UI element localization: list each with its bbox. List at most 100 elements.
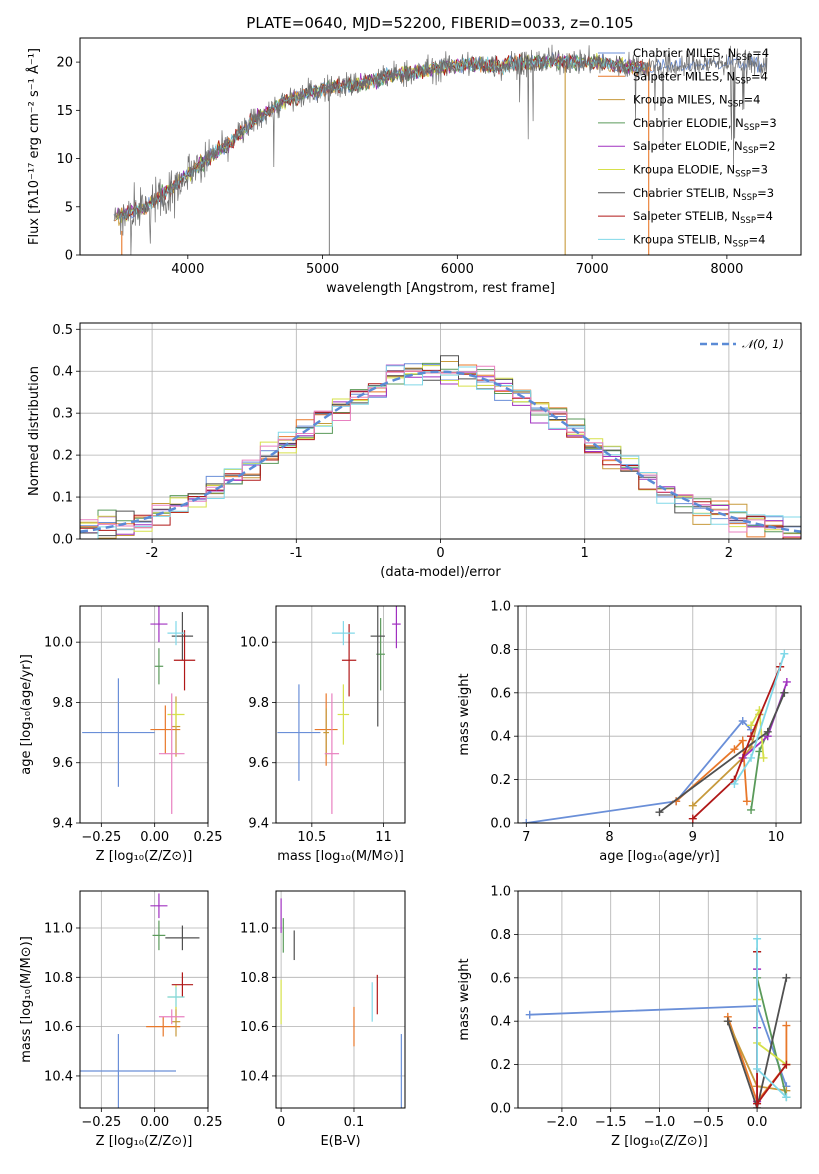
y-tick-label: 0.2 [490,1058,511,1073]
y-tick-label: 9.8 [248,696,269,711]
series-point [780,688,789,697]
x-tick-label: 11 [375,830,392,845]
x-tick-label: -2 [146,546,159,561]
y-tick-label: 10.4 [44,1069,73,1084]
series-line [692,666,782,820]
series-point [747,805,756,814]
y-tick-label: 1.0 [490,885,511,900]
axes-frame [275,605,406,824]
axes-frame [517,890,802,1109]
series-point [763,727,772,736]
massweight_vs_age-plot-area [522,649,791,823]
x-tick-label: 0.00 [140,830,169,845]
y-tick-label: 0.2 [490,773,511,788]
mass_vs_ebv-plot-area [280,898,402,1108]
x-axis-label: Z [log₁₀(Z/Z⊙)] [96,849,193,864]
series-line [526,719,752,823]
series-point [723,1017,732,1026]
y-tick-label: 9.4 [248,817,269,832]
x-tick-label: 8000 [710,262,743,277]
legend-label-part: =4 [751,69,768,83]
series-line [726,977,788,1108]
x-axis-label: E(B-V) [320,1134,360,1149]
x-tick-label: 9 [689,830,697,845]
age_vs_Z-panel: −0.25 0.00 0.25 9.4 9.6 9.8 10.0 Z [log₁₀(Z/Z⊙)… [19,605,223,864]
y-axis-label: mass [log₁₀(M/M⊙)] [19,936,34,1063]
legend-label-part: Salpeter ELODIE, N [633,139,743,153]
legend-label-part: =3 [751,163,768,177]
y-tick-label: 10.6 [240,1020,269,1035]
y-tick-label: 0.6 [490,971,511,986]
y-tick-label: 0.6 [490,686,511,701]
legend-label: Chabrier MILES, NSSP=4 [633,46,769,63]
series-point [742,797,751,806]
series-point [525,1010,534,1019]
x-axis-label: age [log₁₀(age/yr)] [599,849,720,864]
y-tick-label: 0.3 [52,407,73,422]
series-point [747,732,756,741]
y-tick-label: 10 [56,152,73,167]
y-axis-label: Flux [fλ10⁻¹⁷ erg cm⁻² s⁻¹ Å⁻¹] [26,48,42,245]
y-tick-label: 0.0 [52,533,73,548]
x-tick-label: 0.0 [747,1115,768,1130]
x-tick-label: 6000 [441,262,474,277]
x-axis-label: mass [log₁₀(M/M⊙)] [277,849,404,864]
series-point [522,819,531,823]
legend-label-sub: SSP [736,53,752,63]
legend-label: Salpeter ELODIE, NSSP=2 [633,139,776,156]
y-tick-label: 9.4 [52,817,73,832]
y-tick-label: 0.4 [490,730,511,745]
y-tick-label: 9.6 [52,756,73,771]
y-tick-label: 9.8 [52,696,73,711]
legend-label-part: Kroupa ELODIE, N [633,163,735,177]
y-tick-label: 15 [56,104,73,119]
series-point [738,717,747,726]
y-tick-label: 10.4 [240,1069,269,1084]
x-tick-label: −0.5 [693,1115,725,1130]
y-tick-label: 10.0 [44,636,73,651]
series-point [753,1099,762,1108]
x-tick-label: 0.25 [194,830,223,845]
y-tick-label: 20 [56,56,73,71]
mass_vs_Z-plot-area [80,893,200,1108]
legend-label-part: =4 [743,93,760,107]
axes-frame [79,322,802,540]
y-tick-label: 5 [65,200,73,215]
legend-label-part: =2 [759,139,776,153]
y-tick-label: 10.8 [44,971,73,986]
legend-label: Salpeter MILES, NSSP=4 [633,69,768,86]
x-tick-label: −0.25 [81,1115,121,1130]
legend-label: 𝒩(0, 1) [742,337,784,351]
legend-label-sub: SSP [735,170,751,180]
legend-label-sub: SSP [728,100,744,110]
y-axis-label: mass weight [457,958,472,1040]
y-tick-label: 0.8 [490,928,511,943]
x-axis-label: wavelength [Angstrom, rest frame] [326,281,555,296]
y-axis-label: mass weight [457,673,472,755]
series-point [782,1021,791,1030]
age_vs_Z-plot-area [82,606,196,814]
series-point [747,721,756,730]
legend-label: Kroupa MILES, NSSP=4 [633,93,760,110]
x-axis-label: Z [log₁₀(Z/Z⊙)] [611,1134,708,1149]
x-tick-label: 8 [605,830,613,845]
series-point [655,808,664,817]
y-axis-label: age [log₁₀(age/yr)] [19,654,34,775]
legend-label-sub: SSP [740,216,756,226]
x-axis-label: Z [log₁₀(Z/Z⊙)] [96,1134,193,1149]
legend-label-part: Chabrier ELODIE, N [633,116,744,130]
series-point [782,1093,791,1102]
axes-frame [517,605,802,824]
y-tick-label: 1.0 [490,600,511,615]
series-point [780,649,789,658]
series-line [756,999,787,1066]
legend-label-part: Salpeter STELIB, N [633,209,740,223]
x-tick-label: 7 [522,830,530,845]
legend-label: Salpeter STELIB, NSSP=4 [633,209,773,226]
x-tick-label: 5000 [306,262,339,277]
series-line [675,738,748,802]
spectrum-panel: 4000 5000 6000 7000 8000 0 5 10 15 20 wavelength [… [26,37,802,296]
series-point [753,1064,762,1073]
spectrum-model-line [118,53,646,220]
legend-label-part: Kroupa MILES, N [633,93,728,107]
